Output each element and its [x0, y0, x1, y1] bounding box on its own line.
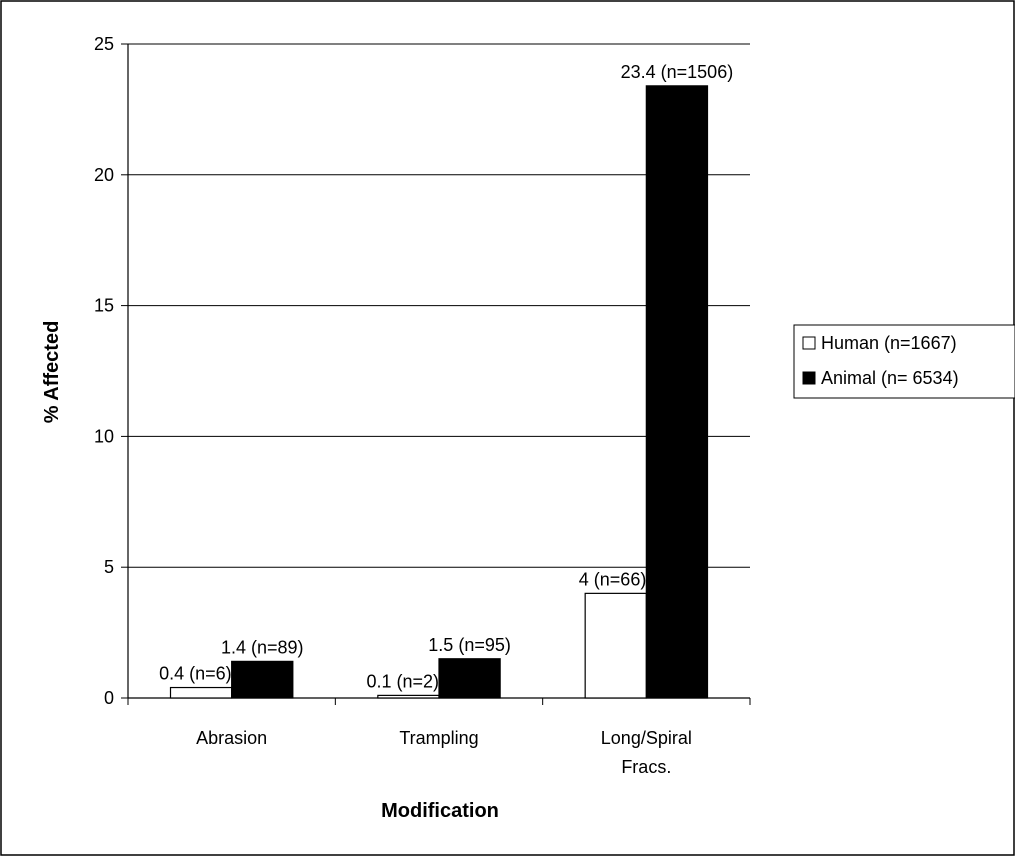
y-tick-label: 5 [104, 557, 114, 577]
bar-animal [645, 85, 709, 699]
data-label: 4 (n=66) [579, 569, 647, 589]
legend-box [793, 324, 1015, 399]
bar-animal [438, 658, 501, 699]
y-tick-label: 10 [94, 426, 114, 446]
legend-swatch [802, 336, 816, 350]
legend-swatch [802, 371, 816, 385]
x-axis-title: Modification [381, 800, 499, 822]
data-label: 0.4 (n=6) [159, 664, 232, 684]
data-labels: 0.4 (n=6) 1.4 (n=89) 0.1 (n=2) 1.5 (n=95) 4 … [159, 62, 733, 692]
data-label: 1.5 (n=95) [428, 635, 511, 655]
bar-human [169, 686, 233, 699]
y-tick-label: 25 [94, 34, 114, 54]
data-label: 23.4 (n=1506) [621, 62, 734, 82]
bars [169, 85, 709, 699]
y-tick-label: 20 [94, 165, 114, 185]
bar-animal [231, 660, 294, 699]
legend-label: Animal (n= 6534) [821, 368, 959, 388]
data-label: 1.4 (n=89) [221, 637, 304, 657]
y-tick-label: 15 [94, 296, 114, 316]
y-tick-label: 0 [104, 688, 114, 708]
legend-label: Human (n=1667) [821, 333, 957, 353]
bar-human [377, 694, 440, 699]
bar-human [584, 592, 647, 699]
legend: Human (n=1667) Animal (n= 6534) [793, 324, 1015, 399]
data-label: 0.1 (n=2) [366, 671, 439, 691]
x-tick-label: Long/Spiral Fracs. [601, 728, 692, 777]
x-tick-label: Abrasion [196, 728, 267, 748]
y-axis-title: % Affected [41, 321, 63, 424]
x-tick-label: Trampling [399, 728, 478, 748]
